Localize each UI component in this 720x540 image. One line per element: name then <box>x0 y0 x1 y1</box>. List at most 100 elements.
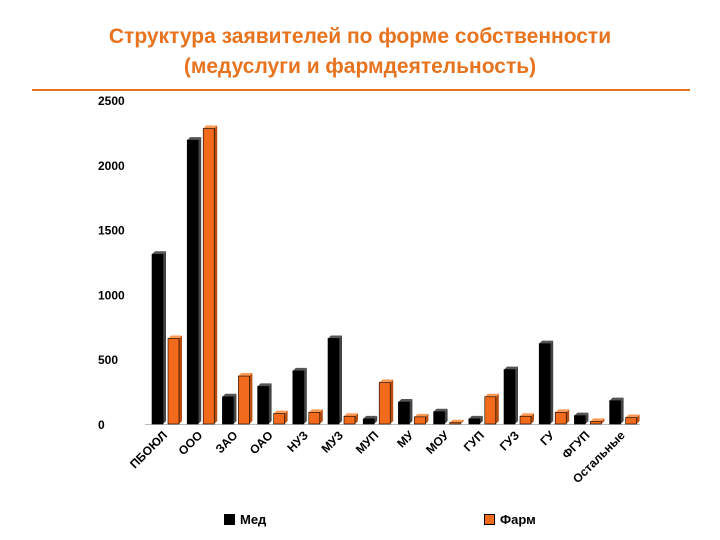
legend-item-farm: Фарм <box>484 510 536 528</box>
bar-top <box>398 398 413 402</box>
bar-side <box>585 412 589 424</box>
bar-farm <box>273 413 285 425</box>
bar-med <box>362 418 375 425</box>
y-tick-label: 2500 <box>98 94 125 108</box>
bar-side <box>636 414 640 424</box>
bar-top <box>574 412 589 416</box>
bar-top <box>152 251 166 255</box>
bar-med <box>151 253 164 425</box>
bar-farm <box>238 375 250 425</box>
bar-med <box>468 418 481 425</box>
y-tick-label: 1000 <box>98 288 125 302</box>
y-tick-label: 2000 <box>98 159 125 173</box>
bar-farm <box>378 382 391 425</box>
bar-side <box>303 367 307 424</box>
bar-farm <box>625 417 637 425</box>
bar-farm <box>414 416 426 425</box>
bar-med <box>503 369 516 425</box>
y-tick-label: 500 <box>98 353 118 367</box>
x-tick-label: МУП <box>353 428 381 456</box>
bar-side <box>214 125 218 425</box>
bar-med <box>186 139 199 425</box>
bar-med <box>574 415 586 425</box>
bar-side <box>374 415 378 424</box>
bar-side <box>268 383 272 424</box>
bar-top <box>539 340 554 344</box>
bar-side <box>249 373 253 424</box>
x-tick-label: ГУ <box>537 428 557 448</box>
bar-med <box>327 338 340 425</box>
bar-side <box>495 393 499 424</box>
bar-top <box>308 409 323 413</box>
bar-top <box>292 367 307 371</box>
chart-title-line-1: Структура заявителей по форме собственно… <box>108 25 612 48</box>
bar-side <box>339 335 342 424</box>
bar-farm <box>519 415 532 425</box>
bar-side <box>198 137 202 424</box>
x-tick-label: ГУП <box>461 428 487 454</box>
bar-side <box>550 340 554 424</box>
x-tick-label: ОАО <box>247 428 276 457</box>
bar-top <box>433 408 448 412</box>
bar-top <box>414 413 429 417</box>
legend-swatch-farm <box>484 513 495 525</box>
bar-side <box>479 415 483 424</box>
x-tick-label: МУЗ <box>319 428 347 456</box>
bar-med <box>222 396 234 425</box>
bar-farm <box>202 128 215 425</box>
chart-title-line-2: (медуслуги и фармдеятельность) <box>183 55 537 78</box>
bar-top <box>520 413 534 417</box>
bar-top <box>328 335 342 339</box>
x-tick-label: МУ <box>394 428 417 451</box>
legend-label-med: Мед <box>240 511 267 527</box>
bar-top <box>590 418 605 422</box>
bar-side <box>515 366 518 424</box>
bar-top <box>609 397 624 401</box>
bar-side <box>444 408 448 424</box>
x-tick-label: НУЗ <box>284 428 311 455</box>
bar-side <box>319 409 323 424</box>
bar-side <box>531 413 534 424</box>
bar-top <box>379 379 394 383</box>
bar-top <box>363 415 378 419</box>
bar-top <box>468 415 483 419</box>
legend-swatch-med <box>224 513 235 525</box>
y-tick-label: 0 <box>98 418 105 432</box>
bar-med <box>609 400 621 425</box>
bar-side <box>601 418 605 424</box>
bar-side <box>425 413 429 424</box>
x-tick-label: ПБОЮЛ <box>127 428 170 471</box>
bar-top <box>344 413 358 417</box>
bar-farm <box>308 412 321 425</box>
bar-top <box>273 410 288 414</box>
bar-farm <box>484 396 497 425</box>
legend-item-med: Мед <box>224 510 266 528</box>
bar-farm <box>590 421 602 425</box>
bar-farm <box>449 422 461 425</box>
bar-side <box>460 419 464 424</box>
bar-top <box>168 335 182 339</box>
bar-top <box>203 125 218 129</box>
bar-farm <box>167 338 180 425</box>
x-tick-label: МОУ <box>423 428 452 457</box>
bar-side <box>284 410 288 424</box>
bar-top <box>222 393 237 397</box>
bar-top <box>238 373 253 377</box>
x-tick-label: ООО <box>176 428 206 458</box>
bar-side <box>163 251 166 424</box>
bar-side <box>233 393 237 424</box>
bar-chart: 0 500 1000 1500 2000 2500 ПБОЮЛ ООО ЗАО ОАО НУЗ МУЗ… <box>98 94 640 486</box>
title-divider <box>32 89 690 91</box>
bar-side <box>179 335 182 424</box>
bar-side <box>390 379 394 424</box>
bar-top <box>484 393 499 397</box>
bar-side <box>566 409 570 424</box>
legend-label-farm: Фарм <box>500 511 536 527</box>
y-tick-label: 1500 <box>98 224 125 238</box>
x-tick-label: ФГУП <box>559 428 592 461</box>
bar-side <box>409 398 413 424</box>
bar-top <box>625 414 640 418</box>
bar-med <box>538 343 551 425</box>
x-tick-label: ГУЗ <box>497 428 522 453</box>
bar-side <box>620 397 624 424</box>
